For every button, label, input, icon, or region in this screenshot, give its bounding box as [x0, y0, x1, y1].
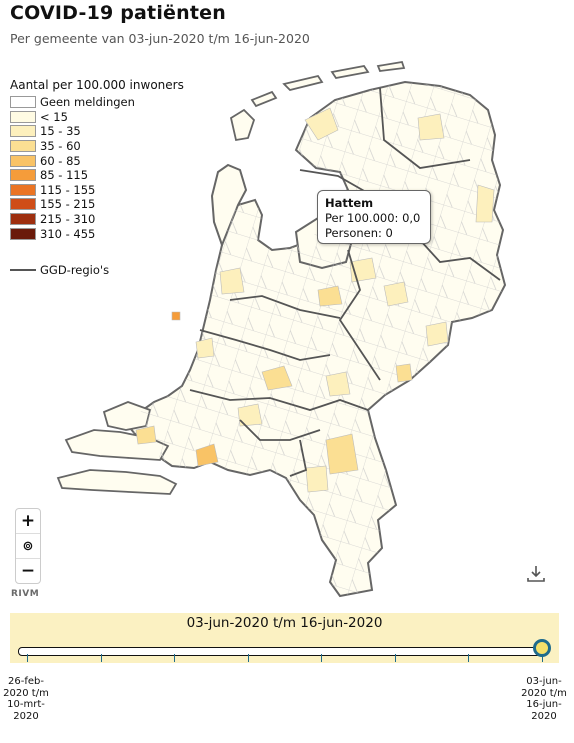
legend-swatch: [10, 154, 36, 167]
tooltip-title: Hattem: [325, 196, 374, 210]
legend-item: 215 - 310: [10, 212, 184, 227]
ameland-shape[interactable]: [330, 65, 370, 79]
schiermonnikoog-shape[interactable]: [376, 60, 406, 72]
tooltip-persons: Personen: 0: [325, 226, 393, 240]
legend-title: Aantal per 100.000 inwoners: [10, 78, 184, 92]
legend-ggd-item: GGD-regio's: [10, 263, 184, 277]
timeline-start-line: 2020: [13, 710, 39, 722]
timeline-tick: [174, 654, 176, 662]
zoom-in-button[interactable]: +: [16, 509, 40, 534]
legend-item: 310 - 455: [10, 226, 184, 241]
timeline-slider[interactable]: 03-jun-2020 t/m 16-jun-2020: [10, 613, 559, 663]
legend-swatch: [10, 213, 36, 226]
timeline-tick: [542, 654, 543, 662]
municipality[interactable]: [304, 107, 339, 141]
legend-label: 15 - 35: [40, 124, 81, 139]
municipality[interactable]: [195, 337, 215, 359]
legend-swatch: [10, 227, 36, 240]
legend-swatch: [10, 169, 36, 182]
map-legend: Aantal per 100.000 inwoners Geen melding…: [10, 78, 184, 277]
legend-item: Geen meldingen: [10, 95, 184, 110]
municipality[interactable]: [395, 363, 413, 383]
legend-ggd-label: GGD-regio's: [40, 262, 110, 277]
download-icon[interactable]: [526, 565, 546, 583]
municipality[interactable]: [425, 321, 449, 347]
municipality[interactable]: [417, 113, 445, 141]
municipality[interactable]: [171, 311, 181, 321]
timeline-tick: [247, 654, 249, 662]
timeline-period-label: 03-jun-2020 t/m 16-jun-2020: [186, 615, 383, 631]
zoom-controls: + ⊚ −: [15, 508, 41, 584]
legend-item: 15 - 35: [10, 124, 184, 139]
municipality[interactable]: [135, 425, 157, 445]
legend-label: 155 - 215: [40, 197, 96, 212]
timeline-start-line: 26-feb-: [8, 676, 44, 687]
legend-swatch: [10, 110, 36, 123]
page-title: COVID-19 patiënten: [10, 2, 226, 24]
legend-item: 60 - 85: [10, 153, 184, 168]
municipality[interactable]: [475, 184, 495, 223]
timeline-tick: [100, 654, 102, 662]
reset-view-button[interactable]: ⊚: [16, 534, 40, 559]
timeline-tick: [468, 654, 470, 662]
legend-item: 115 - 155: [10, 183, 184, 198]
municipality-boundaries: [130, 82, 505, 596]
timeline-end-line: 03-jun-: [526, 676, 562, 687]
timeline-end-line: 2020 t/m: [521, 687, 567, 699]
map-tooltip: Hattem Per 100.000: 0,0 Personen: 0: [317, 190, 431, 244]
timeline-start-label: 26-feb- 2020 t/m 10-mrt- 2020: [2, 676, 50, 722]
legend-item: < 15: [10, 110, 184, 125]
legend-item: 35 - 60: [10, 139, 184, 154]
municipality[interactable]: [305, 465, 329, 493]
municipality[interactable]: [317, 285, 343, 307]
timeline-tick: [27, 654, 28, 662]
attribution: RIVM: [11, 589, 40, 599]
vlieland-shape[interactable]: [250, 90, 278, 108]
legend-label: 215 - 310: [40, 212, 96, 227]
legend-swatch: [10, 198, 36, 211]
terschelling-shape[interactable]: [282, 74, 324, 91]
legend-item: 85 - 115: [10, 168, 184, 183]
timeline-tick: [394, 654, 396, 662]
ggd-region-borders: [189, 87, 501, 477]
municipality[interactable]: [325, 433, 359, 475]
legend-swatch: [10, 125, 36, 138]
timeline-start-line: 2020 t/m: [3, 687, 49, 699]
legend-label: Geen meldingen: [40, 95, 135, 110]
tooltip-per100k: Per 100.000: 0,0: [325, 211, 421, 225]
legend-label: 85 - 115: [40, 168, 89, 183]
legend-item: 155 - 215: [10, 197, 184, 212]
legend-label: 115 - 155: [40, 182, 96, 197]
legend-swatch: [10, 140, 36, 153]
colored-municipalities[interactable]: [135, 107, 495, 493]
legend-label: 310 - 455: [40, 226, 96, 241]
zoom-out-button[interactable]: −: [20, 561, 36, 581]
timeline-end-line: 2020: [531, 710, 557, 722]
legend-label: 60 - 85: [40, 153, 81, 168]
timeline-ticks: [10, 654, 559, 666]
municipality[interactable]: [383, 281, 409, 307]
timeline-end-line: 16-jun-: [526, 699, 562, 710]
timeline-tick: [321, 654, 323, 662]
municipality[interactable]: [237, 403, 263, 427]
texel-shape[interactable]: [229, 108, 256, 142]
zeeuws-vlaanderen-shape[interactable]: [56, 469, 178, 495]
municipality[interactable]: [261, 365, 293, 391]
legend-label: 35 - 60: [40, 139, 81, 154]
ggd-line-icon: [10, 268, 36, 271]
municipality[interactable]: [195, 443, 219, 467]
municipality[interactable]: [325, 371, 351, 397]
municipality[interactable]: [219, 267, 245, 295]
noord-holland-shape[interactable]: [210, 163, 248, 248]
legend-swatch: [10, 183, 36, 196]
legend-swatch: [10, 96, 36, 109]
page-subtitle: Per gemeente van 03-jun-2020 t/m 16-jun-…: [10, 31, 310, 46]
legend-label: < 15: [40, 109, 68, 124]
timeline-start-line: 10-mrt-: [7, 699, 45, 710]
timeline-end-label: 03-jun- 2020 t/m 16-jun- 2020: [520, 676, 568, 722]
